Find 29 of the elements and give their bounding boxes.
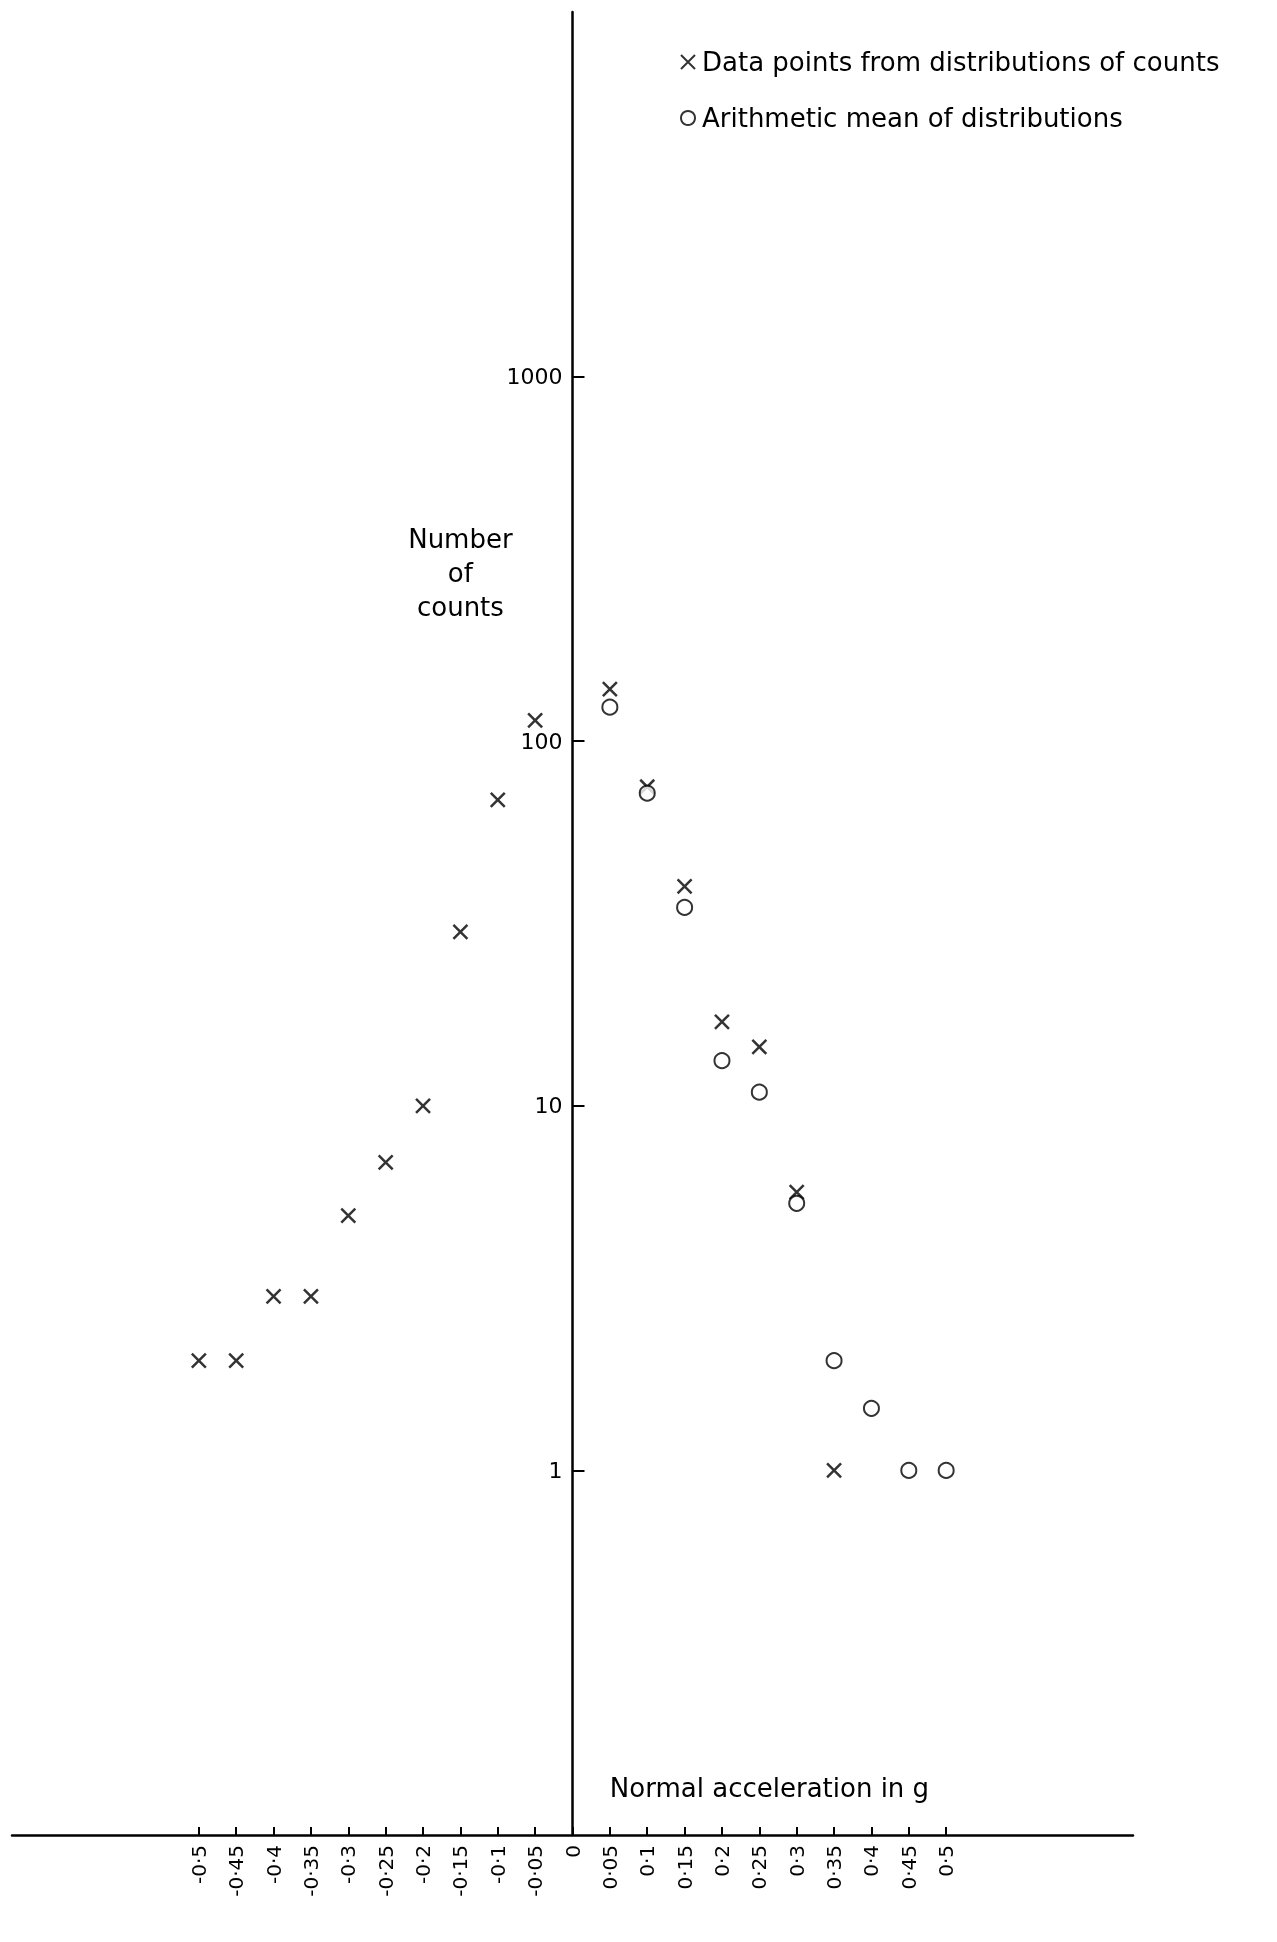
y-tick-label: 100: [520, 728, 563, 754]
x-tick-label: -0·5: [186, 1845, 211, 1885]
x-tick-label: 0·35: [822, 1845, 847, 1890]
y-tick-label: 1000: [506, 364, 563, 390]
x-tick-label: -0·2: [411, 1845, 436, 1885]
x-tick-label: 0·3: [784, 1845, 809, 1877]
legend-label: Arithmetic mean of distributions: [702, 103, 1123, 133]
x-tick-label: 0·2: [709, 1845, 734, 1877]
x-tick-label: -0·35: [298, 1845, 323, 1897]
x-tick-label: -0·05: [523, 1845, 548, 1897]
x-tick-label: -0·25: [373, 1845, 398, 1897]
y-tick-label: 1: [548, 1457, 563, 1483]
x-tick-label: 0·25: [747, 1845, 772, 1890]
legend-label: Data points from distributions of counts: [702, 47, 1220, 77]
x-tick-label: -0·3: [336, 1845, 361, 1885]
x-tick-label: 0·5: [934, 1845, 959, 1877]
x-tick-label: -0·45: [224, 1845, 249, 1897]
x-tick-label: 0: [560, 1845, 585, 1858]
x-tick-label: 0·4: [859, 1845, 884, 1877]
x-tick-label: -0·4: [261, 1845, 286, 1885]
x-axis-title: Normal acceleration in g: [609, 1773, 930, 1803]
x-tick-label: -0·15: [448, 1845, 473, 1897]
x-tick-label: 0·15: [672, 1845, 697, 1890]
x-tick-label: 0·05: [597, 1845, 622, 1890]
x-tick-label: 0·45: [896, 1845, 921, 1890]
y-tick-label: 10: [534, 1093, 563, 1119]
x-tick-label: 0·1: [635, 1845, 660, 1877]
x-tick-label: -0·1: [485, 1845, 510, 1885]
y-axis-title: Number of counts: [408, 523, 513, 622]
